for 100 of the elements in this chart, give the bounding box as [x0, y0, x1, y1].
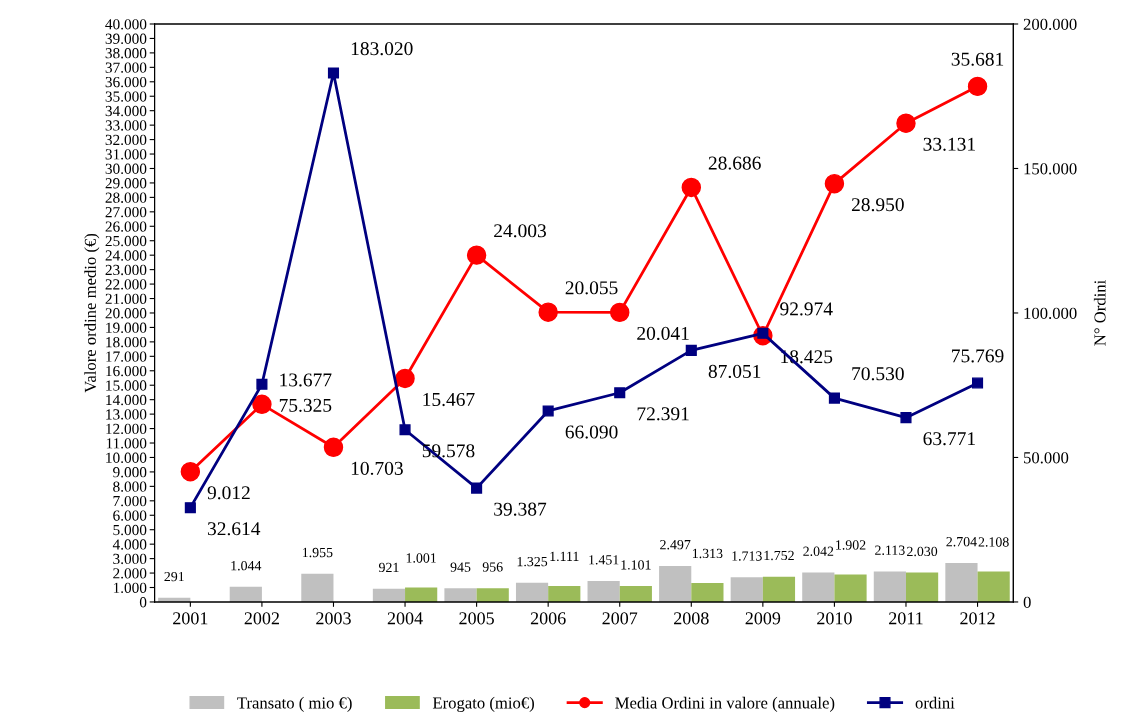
point: [828, 392, 840, 404]
data-label: 2.113: [875, 545, 905, 555]
bar: [444, 588, 477, 602]
y2-tick-label: 150.000: [1024, 163, 1077, 175]
bar: [802, 572, 835, 602]
y-tick-label: 19.000: [106, 322, 147, 333]
y-tick-label: 2.000: [113, 568, 147, 579]
point: [971, 377, 984, 389]
point: [967, 76, 988, 97]
y-tick-label: 25.000: [105, 235, 147, 247]
data-label: 20.041: [637, 326, 689, 341]
data-label: 921: [378, 562, 399, 573]
data-label: 1.101: [621, 560, 651, 570]
bar: [619, 586, 652, 602]
point: [252, 394, 272, 415]
point: [681, 177, 702, 198]
data-label: 2.704: [946, 536, 977, 547]
y-tick-label: 10.000: [106, 452, 147, 463]
y-tick-label: 18.000: [106, 337, 147, 348]
data-label: 63.771: [923, 432, 975, 446]
data-label: 9.012: [207, 486, 250, 500]
data-label: 291: [164, 571, 184, 582]
data-label: 32.614: [207, 522, 261, 536]
data-label: 10.703: [351, 461, 403, 475]
data-label: 28.686: [708, 156, 761, 170]
y-tick-label: 34.000: [105, 105, 147, 117]
y2-tick-label: 0: [1023, 596, 1031, 608]
bar: [905, 572, 939, 602]
data-label: 956: [482, 562, 503, 572]
y-tick-label: 11.000: [106, 438, 147, 449]
legend-label: ordini: [915, 696, 955, 709]
y-tick-label: 35.000: [105, 91, 147, 102]
point: [323, 437, 344, 458]
data-label: 1.713: [732, 551, 762, 561]
point: [614, 387, 626, 399]
data-label: 183.020: [351, 42, 413, 56]
x-tick-label: 2005: [459, 612, 494, 625]
y2-axis-title: N° Ordini: [1093, 280, 1106, 346]
data-label: 2.042: [803, 546, 834, 556]
y-tick-label: 14.000: [106, 394, 147, 406]
y-tick-label: 24.000: [105, 250, 147, 261]
y-tick-label: 5.000: [113, 524, 147, 536]
point: [395, 368, 415, 389]
data-label: 1.111: [550, 551, 579, 562]
bar: [476, 588, 509, 602]
y-tick-label: 40.000: [105, 19, 147, 30]
legend-label: Media Ordini in valore (annuale): [615, 696, 835, 712]
y-tick-label: 32.000: [105, 134, 147, 146]
bar: [548, 585, 581, 602]
point: [327, 67, 340, 79]
x-tick-label: 2010: [817, 612, 852, 625]
data-label: 1.752: [764, 550, 794, 561]
point: [896, 113, 916, 133]
x-tick-label: 2011: [889, 612, 923, 625]
data-label: 1.451: [589, 555, 619, 565]
bar: [405, 587, 438, 602]
bar: [834, 574, 867, 602]
data-label: 945: [450, 562, 471, 572]
point: [180, 462, 201, 482]
point: [685, 344, 697, 356]
bar: [873, 571, 906, 602]
y-tick-label: 23.000: [105, 264, 147, 276]
x-tick-label: 2004: [387, 612, 423, 625]
point: [538, 302, 558, 322]
data-label: 66.090: [565, 425, 618, 439]
data-label: 35.681: [951, 52, 1004, 66]
point: [542, 405, 554, 417]
bar: [587, 580, 620, 602]
point: [471, 482, 483, 494]
y-tick-label: 12.000: [106, 423, 147, 435]
bar: [659, 565, 692, 602]
x-tick-label: 2008: [674, 612, 709, 625]
legend-label: Transato ( mio €): [237, 696, 352, 712]
x-tick-label: 2012: [960, 612, 995, 625]
x-tick-label: 2007: [602, 612, 638, 625]
data-label: 1.001: [406, 553, 436, 563]
bar: [977, 571, 1010, 602]
y2-tick-label: 100.000: [1024, 307, 1077, 319]
y-tick-label: 15.000: [106, 380, 147, 391]
y-tick-label: 13.000: [106, 409, 147, 420]
bar: [229, 586, 262, 602]
data-label: 70.530: [852, 367, 904, 381]
y-tick-label: 31.000: [105, 149, 147, 160]
data-label: 75.325: [279, 398, 332, 412]
point: [399, 424, 411, 436]
bar: [730, 577, 763, 602]
x-tick-label: 2002: [244, 612, 279, 625]
y-tick-label: 29.000: [105, 178, 147, 189]
legend-label: Erogato (mio€): [432, 696, 534, 712]
data-label: 39.387: [494, 502, 547, 516]
y-tick-label: 20.000: [105, 308, 147, 319]
bar: [762, 576, 796, 602]
bar: [945, 562, 978, 602]
data-label: 92.974: [780, 302, 833, 316]
y-tick-label: 27.000: [105, 206, 147, 218]
y-tick-label: 17.000: [106, 351, 147, 362]
y-tick-label: 28.000: [105, 192, 147, 203]
y-tick-label: 9.000: [113, 467, 147, 478]
data-label: 72.391: [637, 407, 689, 421]
data-label: 1.325: [517, 556, 548, 567]
